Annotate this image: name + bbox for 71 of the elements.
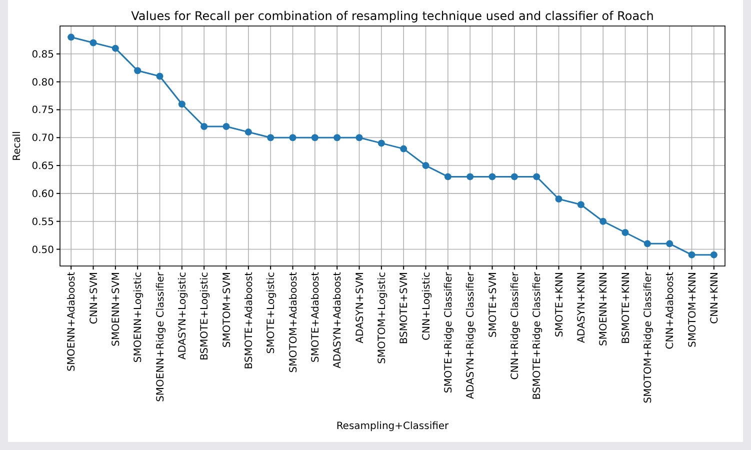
point <box>112 44 119 52</box>
point <box>622 229 629 236</box>
point <box>311 134 318 142</box>
x-tick-label: CNN+Ridge Classifier <box>510 271 521 380</box>
x-tick-label: BSMOTE+Logistic <box>200 272 211 360</box>
x-tick-label: BSMOTE+KNN <box>620 272 632 344</box>
x-tick-label: ADASYN+KNN <box>576 272 588 344</box>
point <box>244 128 252 136</box>
point <box>156 72 164 80</box>
point <box>488 173 496 180</box>
x-tick-label: CNN+Adaboost <box>665 272 676 350</box>
x-tick-label: ADASYN+Adaboost <box>332 272 344 368</box>
y-tick-label: 0.70 <box>32 133 54 144</box>
x-tick-label: SMOTOM+Logistic <box>376 272 388 364</box>
point <box>466 173 474 180</box>
point <box>422 162 430 170</box>
x-tick-label: SMOENN+Adaboost <box>66 272 78 372</box>
point <box>666 240 674 248</box>
point <box>600 218 607 225</box>
x-tick-label: SMOENN+Logistic <box>133 272 144 363</box>
y-tick-label: 0.85 <box>32 49 54 60</box>
x-tick-label: SMOTE+SVM <box>488 272 499 338</box>
x-tick-label: SMOTOM+Ridge Classifier <box>642 271 654 404</box>
point <box>68 34 75 41</box>
point <box>134 67 142 74</box>
point <box>356 134 363 142</box>
x-tick-label: SMOTE+Ridge Classifier <box>443 271 454 394</box>
point <box>510 173 518 180</box>
y-tick-label: 0.65 <box>32 161 54 172</box>
point <box>533 173 540 180</box>
y-tick-label: 0.80 <box>32 77 54 88</box>
x-tick-label: CNN+SVM <box>88 272 100 324</box>
point <box>378 140 385 147</box>
point <box>710 251 718 258</box>
x-tick-label: ADASYN+Ridge Classifier <box>466 271 477 399</box>
point <box>222 122 230 130</box>
chart-title: Values for Recall per combination of resampling technique used and classifier of Roach <box>131 9 654 23</box>
x-tick-label: SMOENN+Ridge Classifier <box>155 271 166 402</box>
x-tick-label: SMOTE+Adaboost <box>310 272 322 363</box>
x-tick-label: SMOTE+KNN <box>554 272 566 338</box>
point <box>400 145 408 152</box>
x-tick-label: SMOENN+KNN <box>598 272 610 346</box>
point <box>178 100 186 108</box>
x-tick-label: SMOTOM+KNN <box>687 272 698 348</box>
x-tick-label: SMOTOM+SVM <box>222 272 233 348</box>
y-tick-label: 0.60 <box>32 188 54 200</box>
point <box>200 122 208 130</box>
x-tick-label: SMOENN+SVM <box>110 272 122 346</box>
x-tick-label: SMOTOM+Adaboost <box>288 272 300 373</box>
x-tick-label: BSMOTE+SVM <box>399 272 410 344</box>
point <box>289 134 296 142</box>
point <box>555 196 562 203</box>
x-tick-label: BSMOTE+Adaboost <box>244 272 255 370</box>
point <box>267 134 274 142</box>
x-tick-label: ADASYN+Logistic <box>177 272 188 360</box>
x-tick-label: BSMOTE+Ridge Classifier <box>532 271 544 400</box>
point <box>688 251 696 258</box>
x-tick-label: ADASYN+SVM <box>354 272 366 344</box>
point <box>577 201 584 208</box>
y-tick-label: 0.55 <box>32 216 54 228</box>
point <box>444 173 452 180</box>
point <box>334 134 341 142</box>
y-tick-label: 0.75 <box>32 105 54 116</box>
x-tick-label: SMOTE+Logistic <box>266 272 278 354</box>
x-tick-label: CNN+Logistic <box>421 272 432 340</box>
point <box>644 240 651 248</box>
point <box>90 39 97 46</box>
x-tick-label: CNN+KNN <box>709 272 720 324</box>
y-axis-title: Recall <box>12 131 23 161</box>
y-tick-label: 0.50 <box>32 244 54 256</box>
x-axis-title: Resampling+Classifier <box>336 421 450 432</box>
